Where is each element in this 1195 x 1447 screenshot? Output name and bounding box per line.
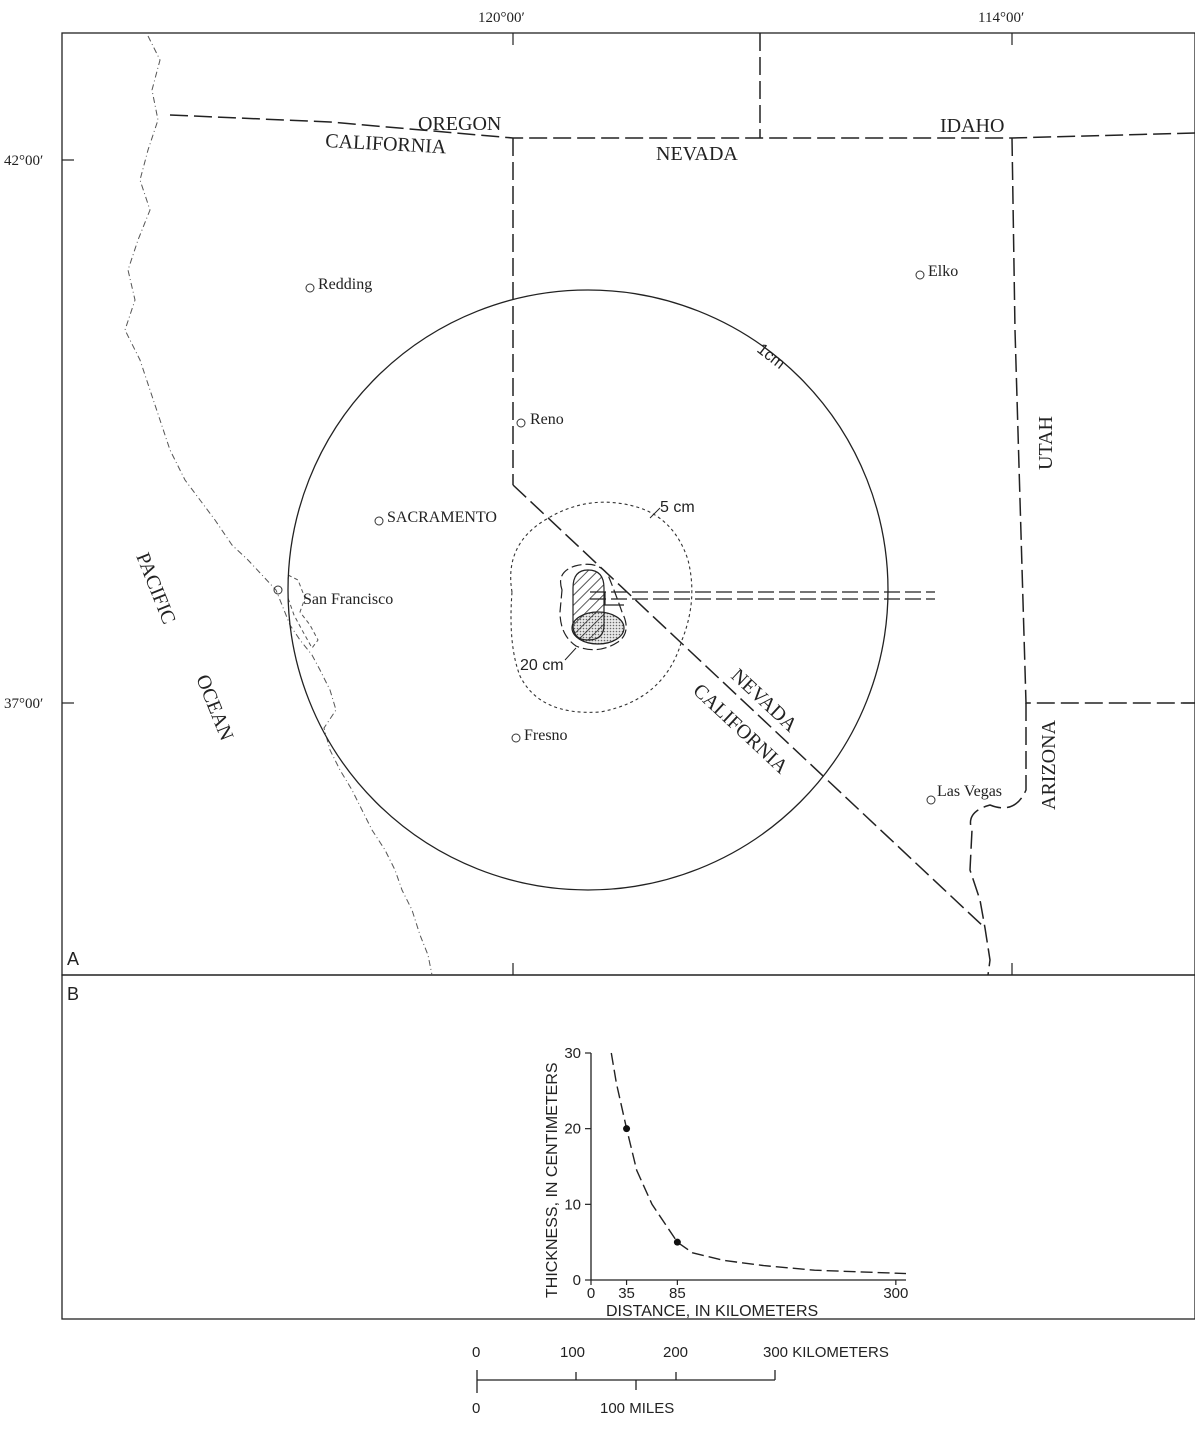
chart-ytick-label-0: 0	[573, 1272, 581, 1289]
ocean-label-pacific: PACIFIC	[131, 550, 179, 628]
sf-bay	[287, 574, 319, 649]
chart-ytick-label-3: 30	[564, 1045, 581, 1062]
state-label-oregon: OREGON	[418, 113, 501, 135]
city-label-reno: Reno	[530, 411, 564, 428]
graticule-ticks	[62, 33, 1195, 975]
chart-frame	[61, 974, 1195, 1320]
scale-bar	[476, 1370, 776, 1393]
city-label-fresno: Fresno	[524, 727, 568, 744]
city-label-sacramento: SACRAMENTO	[387, 509, 497, 526]
scale-km-200: 200	[663, 1344, 688, 1361]
chart-y-label: THICKNESS, IN CENTIMETERS	[544, 1062, 561, 1298]
chart-point-0	[623, 1125, 631, 1133]
state-boundaries	[169, 33, 1195, 976]
chart-ytick-label-2: 20	[564, 1121, 581, 1138]
state-label-nevada-north: NEVADA	[656, 143, 738, 165]
panel-label-a: A	[67, 949, 79, 969]
state-label-arizona: ARIZONA	[1038, 719, 1060, 810]
leader-5cm	[649, 507, 661, 519]
isopach-label-20cm: 20 cm	[520, 657, 564, 674]
double-line	[590, 591, 935, 600]
scale-km-0: 0	[472, 1344, 480, 1361]
isopach-label-1cm: 1cm	[754, 341, 788, 373]
city-label-las-vegas: Las Vegas	[937, 783, 1002, 800]
chart-xtick-label-0: 0	[587, 1285, 595, 1302]
map-frame	[61, 32, 1195, 976]
scale-km-100: 100	[560, 1344, 585, 1361]
ocean-label-ocean: OCEAN	[191, 672, 237, 744]
city-markers	[273, 270, 936, 805]
chart-point-1	[673, 1238, 681, 1246]
city-label-elko: Elko	[928, 263, 958, 280]
chart-xtick-label-2: 85	[669, 1285, 686, 1302]
city-label-redding: Redding	[318, 276, 372, 293]
isopach-5cm	[510, 501, 693, 713]
coastline	[124, 35, 433, 976]
state-label-utah: UTAH	[1035, 416, 1057, 470]
panel-label-b: B	[67, 984, 79, 1004]
lon-label-120: 120°00′	[478, 10, 525, 26]
chart-x-label: DISTANCE, IN KILOMETERS	[606, 1303, 818, 1320]
chart-xtick-label-3: 300	[883, 1285, 908, 1302]
leader-20cm	[564, 647, 577, 661]
lon-label-114: 114°00′	[978, 10, 1024, 26]
isopach-label-5cm: 5 cm	[660, 499, 695, 516]
state-label-california-diag: CALIFORNIA	[689, 680, 793, 779]
lat-label-37: 37°00′	[4, 696, 43, 712]
scale-mi-0: 0	[472, 1400, 480, 1417]
city-label-san-francisco: San Francisco	[303, 591, 393, 608]
scale-km-300: 300 KILOMETERS	[763, 1344, 889, 1361]
lat-label-42: 42°00′	[4, 153, 43, 169]
isopach-20cm-outer	[559, 563, 627, 651]
chart-xtick-label-1: 35	[618, 1285, 635, 1302]
chart-curve	[610, 1052, 907, 1275]
tick-marker	[604, 592, 624, 606]
isopach-1cm	[287, 289, 889, 891]
state-label-idaho: IDAHO	[940, 115, 1004, 137]
chart-ytick-label-1: 10	[564, 1196, 581, 1213]
scale-mi-100: 100 MILES	[600, 1400, 674, 1417]
hatched-area	[572, 569, 605, 641]
